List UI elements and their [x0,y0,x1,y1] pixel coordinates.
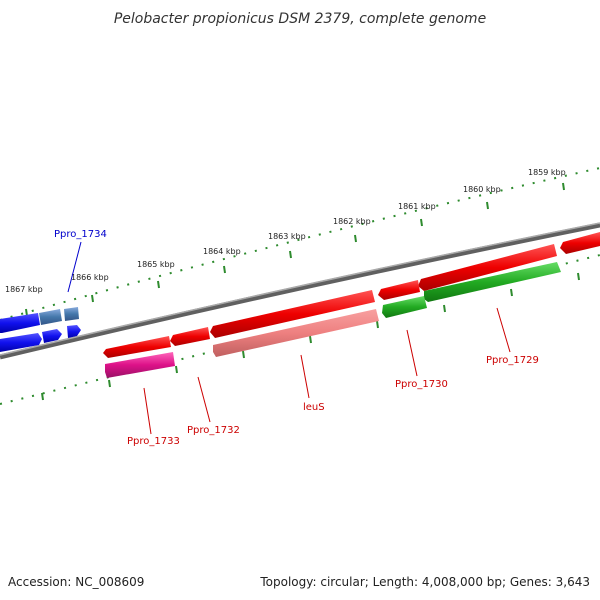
gene-labels: Ppro_1734 Ppro_1733 Ppro_1732 leuS Ppro_… [54,229,539,447]
kbp-label: 1866 kbp [71,273,109,282]
gene-arrow[interactable] [170,327,210,346]
gene-arrow[interactable] [213,309,379,357]
gene-arrow[interactable] [560,232,600,254]
gene-label-ppro-1733[interactable]: Ppro_1733 [127,436,180,447]
map-title: Pelobacter propionicus DSM 2379, complet… [114,11,486,27]
kbp-label: 1859 kbp [528,168,566,177]
gene-arrow[interactable] [105,352,175,378]
kbp-label: 1867 kbp [5,285,43,294]
lower-genes [105,262,561,378]
genome-backbone [0,222,600,360]
gene-arrow[interactable] [0,313,40,333]
gene-arrow[interactable] [103,336,171,358]
genome-backbone-highlight [0,222,600,356]
gene-label-leus[interactable]: leuS [303,402,325,413]
gene-arrow[interactable] [424,262,561,302]
gene-arrow[interactable] [210,290,375,338]
kbp-label: 1864 kbp [203,247,241,256]
leader-lines [67,241,511,435]
gene-arrow[interactable] [0,333,42,352]
blue-genes [0,307,81,352]
accession-text: Accession: NC_008609 [8,575,144,589]
gene-arrow[interactable] [378,280,420,300]
gene-label-ppro-1732[interactable]: Ppro_1732 [187,425,240,436]
kbp-label: 1861 kbp [398,202,436,211]
kbp-label: 1863 kbp [268,232,306,241]
kbp-labels: 1859 kbp 1860 kbp 1861 kbp 1862 kbp 1863… [5,168,566,294]
gene-arrow[interactable] [67,325,81,338]
kbp-label: 1860 kbp [463,185,501,194]
gene-arrow[interactable] [382,296,427,318]
gene-arrow[interactable] [418,244,557,291]
gene-arrow[interactable] [42,329,62,343]
gene-arrow[interactable] [64,307,79,321]
gene-label-ppro-1729[interactable]: Ppro_1729 [486,355,539,366]
outer-major-ticks [25,182,565,317]
gene-label-ppro-1730[interactable]: Ppro_1730 [395,379,448,390]
genome-summary-text: Topology: circular; Length: 4,008,000 bp… [259,575,590,589]
gene-arrow[interactable] [39,309,62,325]
kbp-label: 1865 kbp [137,260,175,269]
kbp-label: 1862 kbp [333,217,371,226]
forward-genes [103,232,600,358]
gene-label-ppro-1734[interactable]: Ppro_1734 [54,229,107,240]
